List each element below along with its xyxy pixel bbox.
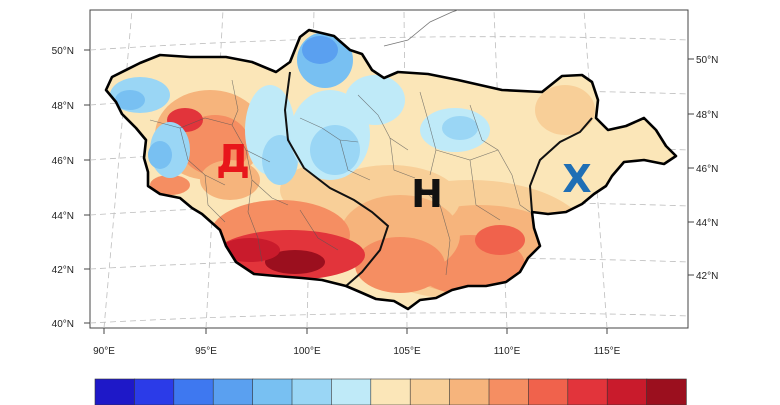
lat-label-left: 44°N [52, 211, 74, 222]
lat-labels-left: 50°N 48°N 46°N 44°N 42°N 40°N [52, 46, 74, 330]
colorbar-segment [646, 378, 687, 405]
colorbar-segment [252, 378, 293, 405]
region-label-central: Н [411, 172, 443, 216]
lon-labels: 90°E 95°E 100°E 105°E 110°E 115°E [93, 346, 621, 357]
lon-ticks [103, 328, 608, 334]
lon-label: 105°E [393, 346, 421, 357]
colorbar-segment [370, 378, 411, 405]
colorbar [94, 378, 687, 405]
colorbar-segment [173, 378, 214, 405]
colorbar-segment [528, 378, 569, 405]
lat-label-right: 48°N [696, 110, 718, 121]
colorbar-segment [409, 378, 451, 405]
colorbar-segment [331, 378, 372, 405]
region-label-west: Д [216, 137, 250, 181]
colorbar-segment [488, 378, 530, 405]
colorbar-segment [94, 378, 136, 405]
colorbar-segment [134, 378, 175, 405]
lat-labels-right: 50°N 48°N 46°N 44°N 42°N [696, 55, 718, 282]
lat-label-left: 50°N [52, 46, 74, 57]
lat-label-left: 48°N [52, 101, 74, 112]
region-label-east: Х [562, 157, 591, 201]
lon-label: 100°E [293, 346, 321, 357]
lat-label-left: 40°N [52, 319, 74, 330]
neighbor-border [383, 10, 459, 47]
colorbar-segment [606, 378, 648, 405]
country-outline [104, 28, 678, 311]
lat-label-right: 50°N [696, 55, 718, 66]
lat-ticks-right [688, 58, 694, 276]
colorbar-segment [567, 378, 608, 405]
colorbar-segment [291, 378, 333, 405]
lat-ticks-left [84, 49, 90, 324]
lat-label-right: 44°N [696, 218, 718, 229]
lon-label: 90°E [93, 346, 115, 357]
lon-label: 115°E [594, 346, 621, 357]
region-dividers [283, 71, 593, 287]
lat-label-right: 46°N [696, 164, 718, 175]
province-boundaries [149, 79, 531, 276]
colorbar-segment [212, 378, 254, 405]
lat-label-right: 42°N [696, 271, 718, 282]
colorbar-segment [449, 378, 490, 405]
lat-label-left: 46°N [52, 156, 74, 167]
lon-label: 110°E [494, 346, 521, 357]
lat-label-left: 42°N [52, 265, 74, 276]
lon-label: 95°E [195, 346, 217, 357]
